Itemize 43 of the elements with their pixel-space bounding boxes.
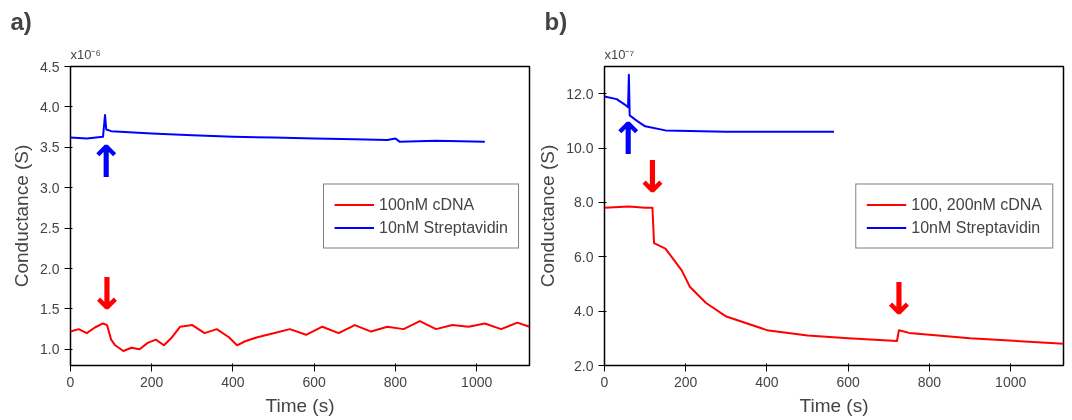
x-tick-label: 400 <box>755 373 779 390</box>
x-tick-label: 600 <box>836 373 861 390</box>
x-axis-title: Time (s) <box>799 394 869 416</box>
legend-label: 10nM Streptavidin <box>911 218 1041 236</box>
y-tick-label: 2.0 <box>40 260 60 277</box>
y-tick-label: 2.5 <box>40 220 60 237</box>
x-tick-label: 800 <box>383 373 408 390</box>
x-tick-label: 1000 <box>995 373 1027 390</box>
x-tick-label: 200 <box>674 373 698 390</box>
text: x10⁻⁶ <box>70 46 101 62</box>
y-tick-label: 6.0 <box>574 248 594 265</box>
y-axis-title: Conductance (S) <box>11 144 33 288</box>
legend-label: 100, 200nM cDNA <box>911 195 1042 213</box>
text: x10⁻⁷ <box>604 46 635 62</box>
x-tick-label: 1000 <box>461 373 493 390</box>
y-tick-label: 1.5 <box>40 300 60 317</box>
annotation: ↓ <box>880 273 918 325</box>
y-axis-title: Conductance (S) <box>537 144 559 288</box>
x-tick-label: 0 <box>66 373 75 390</box>
line-series <box>70 320 530 352</box>
legend-label: 100nM cDNA <box>379 195 475 213</box>
x-tick-label: 800 <box>917 373 942 390</box>
y-tick-label: 8.0 <box>574 194 594 211</box>
x-tick-label: 0 <box>600 373 609 390</box>
x-tick-label: 600 <box>302 373 327 390</box>
y-tick-label: 12.0 <box>566 85 594 102</box>
legend-label: 10nM Streptavidin <box>379 218 508 236</box>
annotation: ↓ <box>88 268 126 320</box>
x-tick-label: 200 <box>140 373 164 390</box>
y-tick-label: 4.0 <box>40 98 60 115</box>
line-series <box>70 113 486 143</box>
y-tick-label: 3.0 <box>40 179 60 196</box>
x-axis-title: Time (s) <box>265 394 335 416</box>
chart-title: b) <box>544 7 568 35</box>
x-tick-label: 400 <box>221 373 245 390</box>
y-tick-label: 4.5 <box>40 58 60 75</box>
y-tick-label: 3.5 <box>40 139 60 156</box>
chart-title: a) <box>10 7 32 35</box>
y-tick-label: 1.0 <box>40 341 60 358</box>
annotation: ↑ <box>87 135 125 187</box>
y-tick-label: 10.0 <box>566 140 594 157</box>
y-tick-label: 2.0 <box>574 357 594 374</box>
y-tick-label: 4.0 <box>574 303 594 320</box>
